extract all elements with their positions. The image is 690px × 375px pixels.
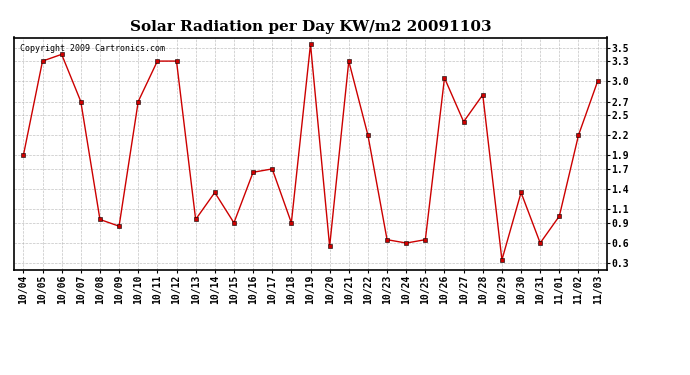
Title: Solar Radiation per Day KW/m2 20091103: Solar Radiation per Day KW/m2 20091103 [130,20,491,33]
Text: Copyright 2009 Cartronics.com: Copyright 2009 Cartronics.com [20,45,165,54]
